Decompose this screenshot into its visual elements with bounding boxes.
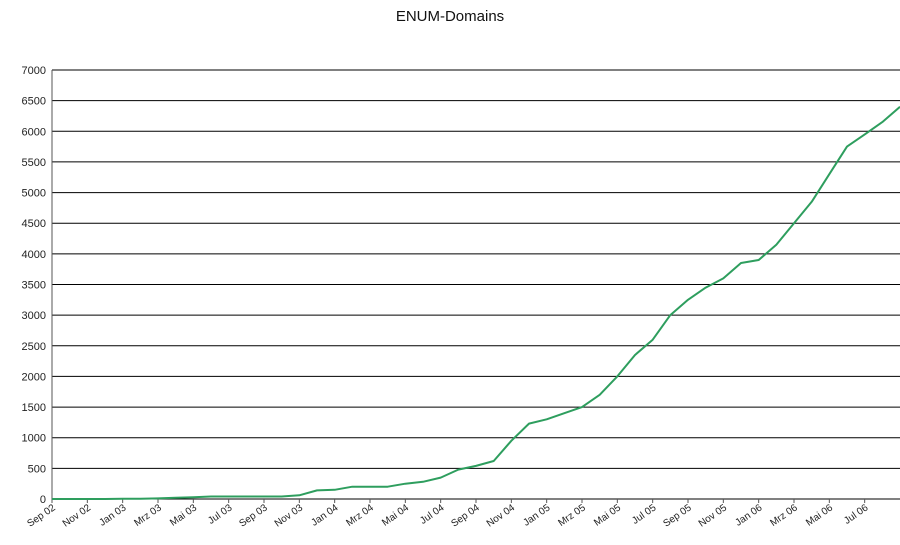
x-tick-label: Sep 04 bbox=[449, 502, 482, 529]
y-tick-label: 2000 bbox=[22, 371, 46, 383]
x-tick-label: Sep 05 bbox=[661, 502, 694, 529]
x-tick-label: Nov 04 bbox=[485, 502, 518, 529]
series-line bbox=[52, 106, 900, 500]
x-tick-label: Mrz 03 bbox=[132, 502, 164, 529]
x-tick-label: Jan 04 bbox=[309, 502, 340, 528]
x-tick-label: Jul 03 bbox=[206, 502, 235, 527]
x-tick-label: Mrz 04 bbox=[344, 502, 376, 529]
y-tick-label: 7000 bbox=[22, 65, 46, 77]
x-tick-label: Jan 05 bbox=[521, 502, 552, 528]
x-tick-label: Nov 03 bbox=[273, 502, 306, 529]
y-tick-label: 2500 bbox=[22, 341, 46, 353]
y-tick-label: 3500 bbox=[22, 280, 46, 292]
y-tick-label: 500 bbox=[28, 463, 46, 475]
y-tick-label: 6000 bbox=[22, 126, 46, 138]
y-tick-label: 6500 bbox=[22, 96, 46, 108]
x-tick-label: Mai 03 bbox=[168, 502, 199, 528]
x-tick-label: Mrz 06 bbox=[768, 502, 800, 529]
y-tick-label: 5000 bbox=[22, 188, 46, 200]
y-tick-label: 1000 bbox=[22, 433, 46, 445]
x-tick-label: Mai 06 bbox=[804, 502, 835, 528]
y-tick-label: 1500 bbox=[22, 402, 46, 414]
x-tick-label: Sep 03 bbox=[237, 502, 270, 529]
x-tick-label: Jul 04 bbox=[418, 502, 447, 527]
x-tick-label: Mrz 05 bbox=[556, 502, 588, 529]
y-tick-label: 5500 bbox=[22, 157, 46, 169]
x-tick-label: Jan 06 bbox=[733, 502, 764, 528]
x-tick-label: Sep 02 bbox=[25, 502, 58, 529]
chart-title: ENUM-Domains bbox=[395, 8, 505, 25]
y-tick-label: 4500 bbox=[22, 218, 46, 230]
x-tick-label: Nov 02 bbox=[61, 502, 94, 529]
y-tick-label: 4000 bbox=[22, 249, 46, 261]
x-tick-label: Jan 03 bbox=[97, 502, 128, 528]
y-tick-label: 0 bbox=[40, 494, 46, 506]
x-tick-label: Jul 05 bbox=[630, 502, 659, 527]
y-tick-label: 3000 bbox=[22, 310, 46, 322]
x-tick-label: Nov 05 bbox=[697, 502, 730, 529]
x-tick-label: Jul 06 bbox=[842, 502, 871, 527]
x-tick-label: Mai 05 bbox=[592, 502, 623, 528]
x-tick-label: Mai 04 bbox=[380, 502, 411, 528]
